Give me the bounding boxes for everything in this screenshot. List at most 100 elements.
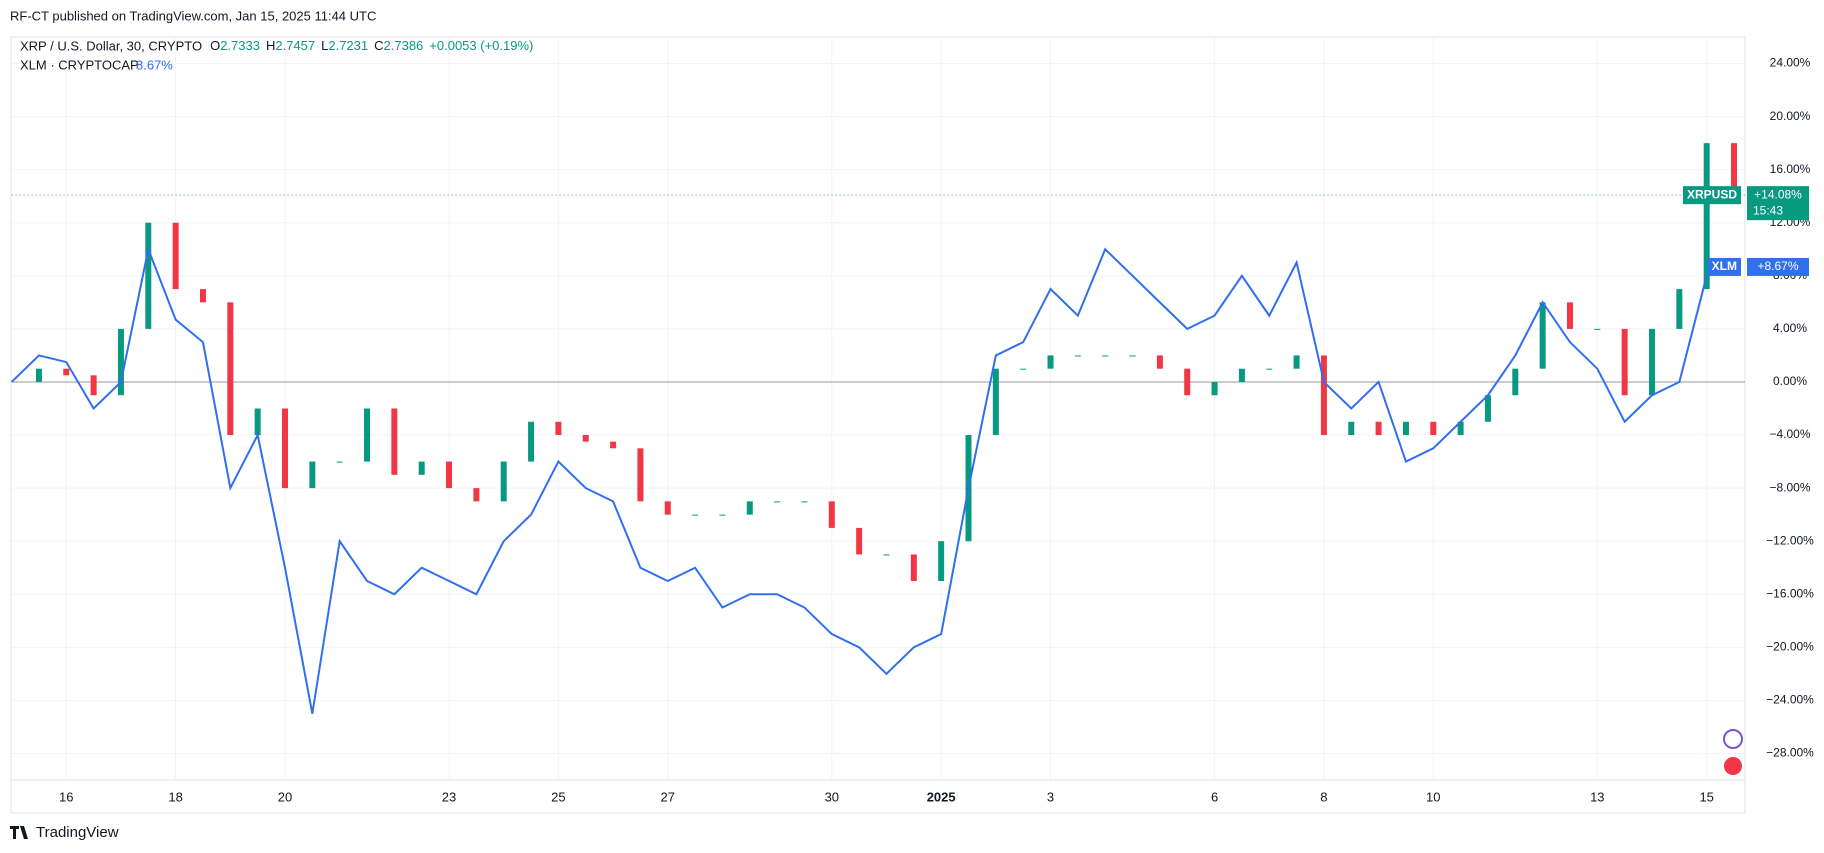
y-tick-label: −8.00%	[1769, 480, 1810, 494]
x-tick-label: 13	[1590, 789, 1604, 804]
badge	[1747, 186, 1809, 221]
legend-symbol: XRP / U.S. Dollar, 30, CRYPTO	[20, 38, 202, 53]
header: RF-CT published on TradingView.com, Jan …	[10, 8, 376, 23]
marks	[10, 143, 1738, 714]
y-tick-label: −4.00%	[1769, 427, 1810, 441]
candle	[90, 375, 97, 396]
y-tick-label: 16.00%	[1770, 162, 1811, 176]
candle	[856, 527, 863, 555]
candle	[1402, 421, 1409, 436]
y-tick-label: −24.00%	[1766, 693, 1814, 707]
candle	[1238, 368, 1245, 382]
candle	[1348, 421, 1355, 436]
badge	[1747, 257, 1809, 276]
y-tick-label: 0.00%	[1773, 374, 1807, 388]
candle	[309, 461, 316, 489]
candle	[1457, 421, 1464, 436]
ohlc-value: 2.7386	[384, 38, 424, 53]
candle	[1047, 355, 1054, 369]
candle	[801, 501, 808, 503]
candle	[1266, 368, 1273, 370]
candle	[1020, 368, 1027, 370]
ohlc-value: 2.7457	[275, 38, 315, 53]
x-tick-label: 6	[1211, 789, 1218, 804]
candle	[692, 514, 699, 516]
x-tick-label: 27	[661, 789, 675, 804]
candle	[35, 368, 42, 382]
badge-value: +8.67%	[1757, 259, 1798, 273]
x-tick-label: 2025	[927, 789, 956, 804]
y-tick-label: −20.00%	[1766, 639, 1814, 653]
candle	[282, 408, 288, 489]
candle	[227, 302, 234, 436]
candle	[1184, 368, 1191, 396]
candle	[1484, 395, 1491, 422]
badge	[1682, 186, 1741, 205]
y-tick-label: −28.00%	[1766, 746, 1814, 760]
candle	[610, 441, 617, 449]
ohlc-key: O	[210, 38, 220, 53]
candle	[336, 461, 343, 463]
candle	[528, 421, 535, 462]
footer: TradingView	[36, 824, 119, 841]
candle	[637, 448, 644, 502]
y-tick-label: −12.00%	[1766, 533, 1814, 547]
candle	[1621, 328, 1628, 396]
y-tick-label: 20.00%	[1770, 109, 1811, 123]
ohlc-key: C	[374, 38, 383, 53]
candle	[500, 461, 507, 502]
logo-icon	[10, 826, 28, 839]
candle	[774, 501, 781, 503]
ohlc-key: H	[266, 38, 275, 53]
candle	[473, 488, 480, 502]
badge-name: XRPUSD	[1687, 187, 1737, 201]
candle	[746, 501, 753, 515]
x-tick-label: 15	[1699, 789, 1713, 804]
candle	[1129, 355, 1136, 357]
badge-value: +14.08%	[1754, 187, 1802, 201]
candle	[1539, 302, 1546, 369]
candle	[938, 541, 945, 581]
ohlc-key: L	[321, 38, 328, 53]
logo: TradingView	[10, 824, 119, 841]
x-tick-label: 16	[59, 789, 73, 804]
candle	[254, 408, 261, 436]
badge-name: XLM	[1712, 259, 1737, 273]
line	[10, 245, 1735, 714]
x-tick-label: 20	[278, 789, 292, 804]
x-tick-label: 30	[825, 789, 839, 804]
y-tick-label: 4.00%	[1773, 321, 1807, 335]
legend-compare: XLM · CRYPTOCAP	[20, 57, 139, 72]
badge	[1707, 257, 1741, 276]
x-tick-label: 3	[1047, 789, 1054, 804]
candle	[364, 408, 371, 462]
candle	[1102, 355, 1109, 357]
candle	[1211, 381, 1218, 396]
x-tick-label: 18	[168, 789, 182, 804]
badge-countdown: 15:43	[1753, 203, 1783, 217]
candle	[1676, 289, 1683, 329]
candle	[992, 368, 999, 436]
grid	[11, 37, 1745, 780]
x-tick-label: 23	[442, 789, 456, 804]
candle	[910, 554, 917, 581]
candle	[664, 501, 671, 515]
candle	[199, 289, 206, 303]
candle	[555, 421, 562, 436]
ohlc-value: 2.7231	[328, 38, 368, 53]
candle	[883, 554, 890, 556]
icon	[1724, 757, 1742, 775]
legend: XRP / U.S. Dollar, 30, CRYPTO O2.7333 H2.…	[20, 38, 533, 72]
candle	[1293, 355, 1300, 369]
candle	[828, 501, 835, 528]
x-tick-label: 8	[1320, 789, 1327, 804]
candle	[1074, 355, 1081, 357]
y-tick-label: −16.00%	[1766, 586, 1814, 600]
candle	[145, 222, 152, 329]
legend-ohlc: O2.7333 H2.7457 L2.7231 C2.7386 +0.0053 (+0.…	[210, 38, 533, 53]
candle	[63, 368, 70, 376]
candle	[1594, 328, 1601, 330]
candle	[1731, 143, 1738, 196]
